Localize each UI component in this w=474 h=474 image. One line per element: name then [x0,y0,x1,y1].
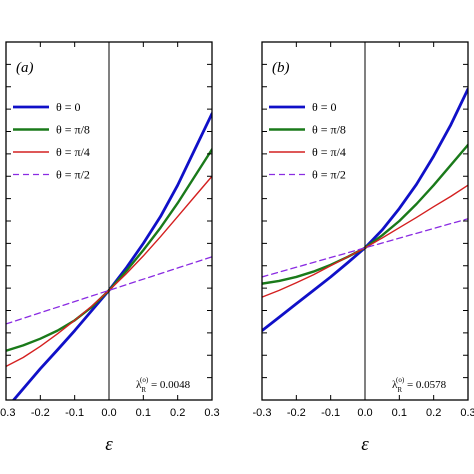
panel-b-x-tick-label: 0.1 [392,407,407,419]
panel-a-x-tick-label: 0.0 [101,407,116,419]
panel-b-legend-label-2: θ = π/8 [312,123,346,137]
panel-b-x-tick-label: -0.1 [321,407,340,419]
panel-b-legend: θ = 0 θ = π/8 θ = π/4 θ = π/2 [269,100,346,182]
panel-a-lambda-sub: R [141,386,146,394]
panel-a-lambda-base: λ [136,379,142,391]
panel-a-lambda-value: = 0.0048 [148,379,190,391]
panel-b-ticks: -0.3 -0.2 -0.1 0.0 0.1 0.2 0.3 [253,41,474,419]
panel-b-label: (b) [272,60,290,76]
panel-b-x-tick-label: 0.0 [357,407,372,419]
panel-b-legend-label-1: θ = 0 [312,100,337,114]
panel-a-x-tick-label: -0.2 [31,407,50,419]
panel-b-lambda-sub: R [397,386,402,394]
panel-a-legend-label-2: θ = π/8 [56,123,90,137]
panel-b-lambda-annotation: λR (o) = 0.0578 [392,376,447,394]
panel-b: -0.3 -0.2 -0.1 0.0 0.1 0.2 0.3 (b) θ = 0 θ = π/… [253,41,474,455]
panel-b-lambda-sup: (o) [396,376,405,384]
panel-a-x-tick-label: 0.2 [170,407,185,419]
panel-b-x-tick-label: -0.3 [253,407,272,419]
panel-a-legend-label-1: θ = 0 [56,100,81,114]
panel-a: -0.3 -0.2 -0.1 0.0 0.1 0.2 0.3 (a) θ = 0 θ = π/… [0,41,220,455]
panel-a-x-tick-label: -0.3 [0,407,15,419]
panel-a-lambda-sup: (o) [140,376,149,384]
panel-a-ticks: -0.3 -0.2 -0.1 0.0 0.1 0.2 0.3 [0,41,220,419]
panel-b-series-4-line [262,218,468,278]
panel-b-x-tick-label: 0.2 [426,407,441,419]
panel-b-x-tick-label: -0.2 [287,407,306,419]
panel-a-x-tick-label: -0.1 [65,407,84,419]
panel-a-x-axis-label: ε [105,434,113,455]
panel-b-lambda-base: λ [392,379,398,391]
panel-b-lambda-value: = 0.0578 [404,379,446,391]
panel-b-x-tick-label: 0.3 [460,407,474,419]
panel-a-x-tick-label: 0.3 [204,407,219,419]
panel-a-lambda-annotation: λR (o) = 0.0048 [136,376,191,394]
panel-a-legend-label-4: θ = π/2 [56,168,90,182]
panel-a-x-tick-label: 0.1 [136,407,151,419]
panel-b-legend-label-3: θ = π/4 [312,145,346,159]
panel-a-legend-label-3: θ = π/4 [56,145,90,159]
panel-b-x-axis-label: ε [361,434,369,455]
panel-a-series-4-line [6,256,212,325]
panel-a-legend: θ = 0 θ = π/8 θ = π/4 θ = π/2 [13,100,90,182]
panel-b-legend-label-4: θ = π/2 [312,168,346,182]
panel-a-label: (a) [16,60,34,76]
